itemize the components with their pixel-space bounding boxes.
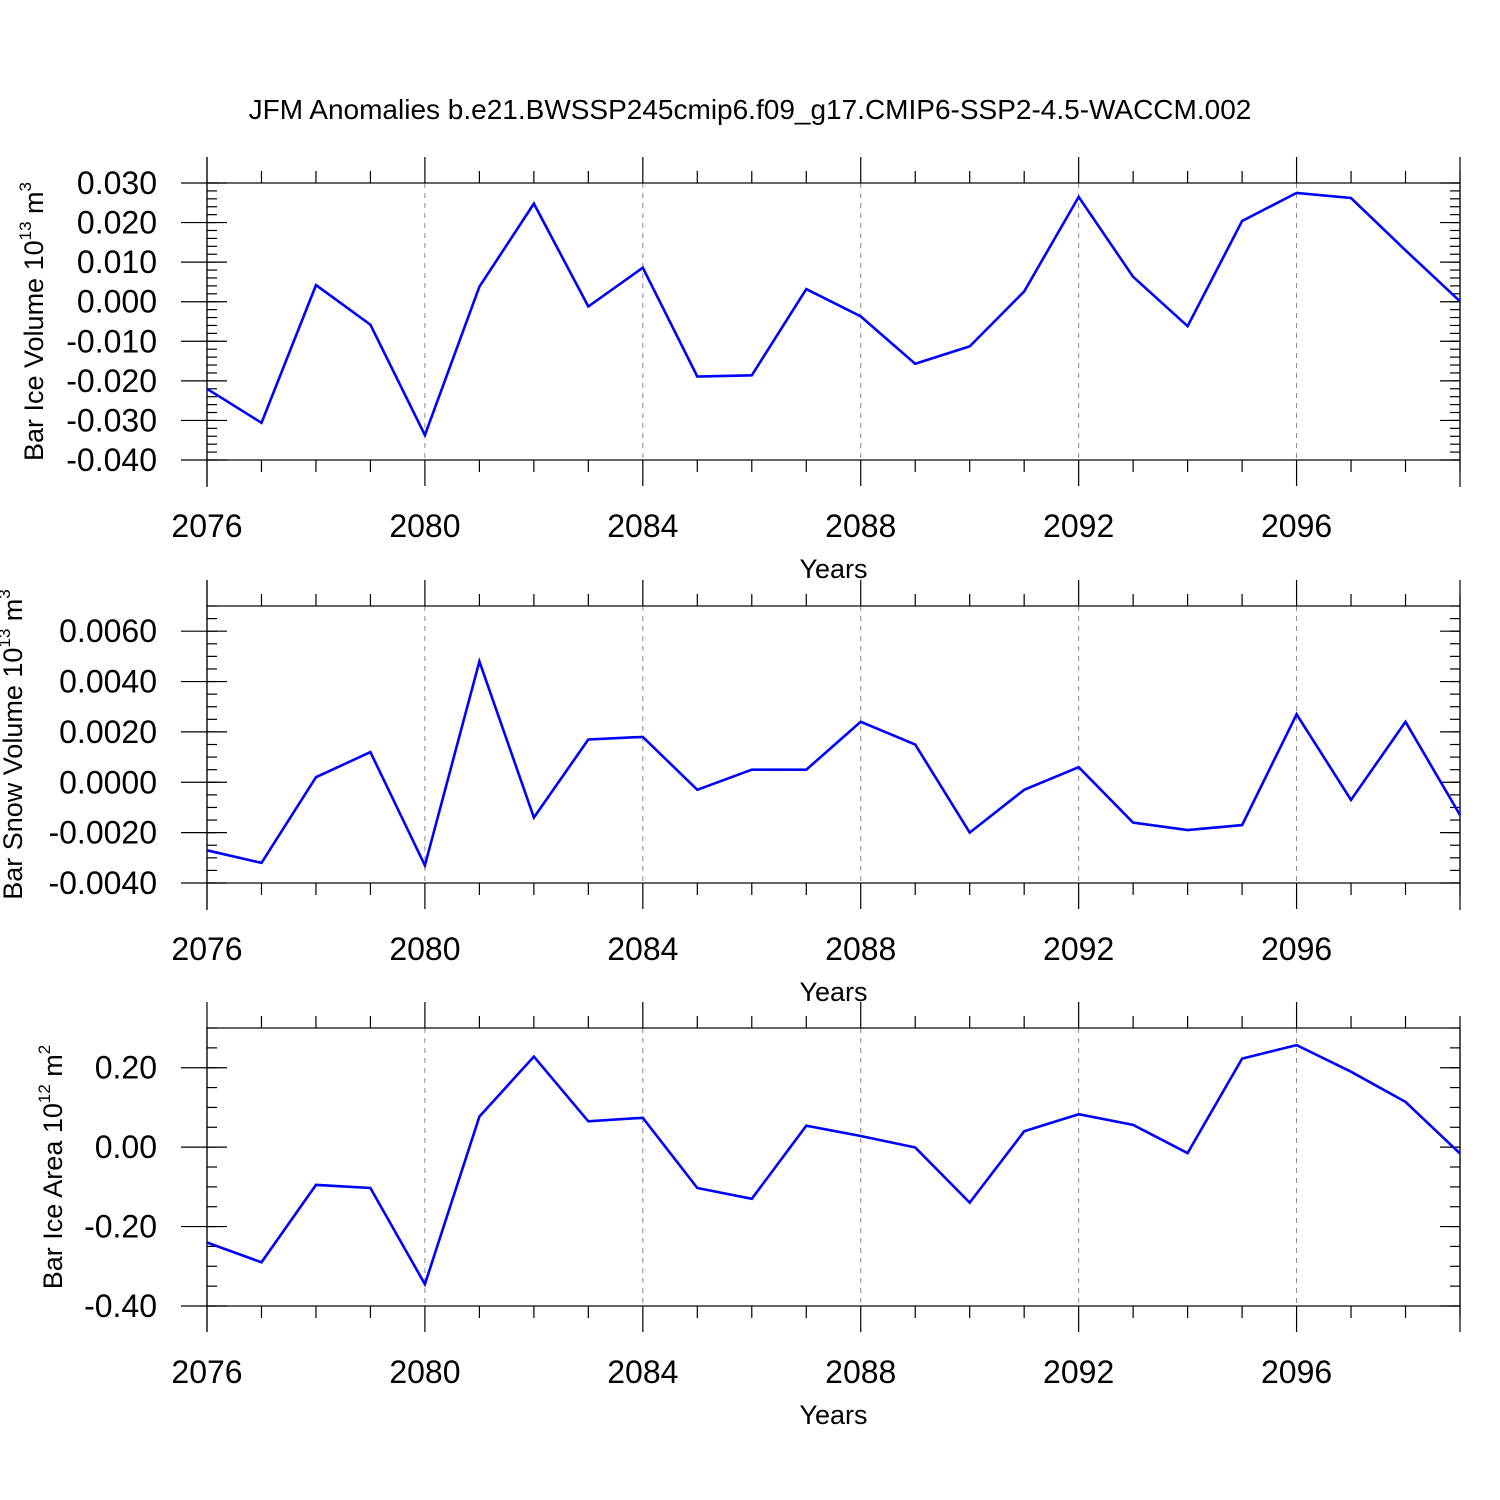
y-axis-title-exponent: 12: [35, 1084, 54, 1103]
series-line: [206, 191, 1461, 439]
x-tick-label: 2080: [389, 1354, 460, 1390]
x-axis-title: Years: [799, 1400, 867, 1430]
y-tick-label: 0.0060: [59, 613, 157, 649]
y-axis-title-exponent: 13: [0, 629, 14, 648]
x-axis-title: Years: [799, 554, 867, 584]
y-tick-label: 0.20: [95, 1050, 157, 1086]
y-axis-title-unit: m: [38, 1054, 68, 1084]
plot-frame: [206, 1027, 1461, 1307]
plot-frame: [206, 182, 1461, 461]
series-line: [206, 1043, 1461, 1288]
x-tick-label: 2084: [607, 1354, 678, 1390]
x-tick-label: 2088: [825, 931, 896, 967]
x-axis-title: Years: [799, 977, 867, 1007]
y-axis-title-exponent: 13: [16, 221, 35, 240]
y-axis-title-unit: m: [0, 599, 28, 629]
x-tick-label: 2092: [1043, 931, 1114, 967]
y-tick-label: -0.040: [66, 442, 157, 478]
x-tick-label: 2076: [171, 931, 242, 967]
y-tick-label: 0.020: [77, 205, 157, 241]
y-axis-title-text: Bar Ice Area 10: [38, 1103, 68, 1289]
y-axis-title: Bar Snow Volume 1013 m3: [0, 589, 28, 900]
x-tick-label: 2084: [607, 931, 678, 967]
y-axis-title: Bar Ice Volume 1013 m3: [16, 182, 49, 461]
y-tick-label: 0.0040: [59, 664, 157, 700]
x-tick-label: 2096: [1261, 508, 1332, 544]
x-tick-label: 2088: [825, 1354, 896, 1390]
y-tick-label: -0.020: [66, 363, 157, 399]
y-tick-label: 0.0020: [59, 714, 157, 750]
x-tick-label: 2088: [825, 508, 896, 544]
x-tick-label: 2080: [389, 931, 460, 967]
x-tick-label: 2076: [171, 508, 242, 544]
y-tick-label: -0.010: [66, 323, 157, 359]
chart-title: JFM Anomalies b.e21.BWSSP245cmip6.f09_g1…: [249, 94, 1252, 125]
x-tick-label: 2084: [607, 508, 678, 544]
x-tick-label: 2092: [1043, 508, 1114, 544]
x-tick-label: 2092: [1043, 1354, 1114, 1390]
y-tick-label: 0.030: [77, 165, 157, 201]
chart-panel-2: 2076 2080 2084 2088 2092 2096 Years -0.0040 -0.0…: [0, 580, 1462, 1007]
y-axis-title: Bar Ice Area 1012 m2: [35, 1045, 68, 1290]
chart-panel-3: 2076 2080 2084 2088 2092 2096 Years -0.40 -0.20 0…: [35, 1002, 1461, 1430]
y-tick-label: 0.0000: [59, 764, 157, 800]
x-tick-label: 2080: [389, 508, 460, 544]
y-axis-title-unit-exponent: 2: [35, 1045, 54, 1054]
y-axis-title-unit-exponent: 3: [0, 589, 14, 598]
y-axis-title-text: Bar Snow Volume 10: [0, 648, 28, 900]
y-tick-label: -0.030: [66, 402, 157, 438]
x-tick-label: 2096: [1261, 1354, 1332, 1390]
y-tick-label: 0.010: [77, 244, 157, 280]
x-tick-label: 2076: [171, 1354, 242, 1390]
y-tick-label: -0.40: [84, 1288, 157, 1324]
y-axis-title-text: Bar Ice Volume 10: [19, 240, 49, 461]
y-tick-label: -0.20: [84, 1209, 157, 1245]
y-tick-label: -0.0020: [48, 815, 157, 851]
chart-panel-1: 2076 2080 2084 2088 2092 2096 Years -0.040 -0.03…: [16, 157, 1461, 584]
y-axis-title-unit-exponent: 3: [16, 182, 35, 191]
y-tick-label: -0.0040: [48, 865, 157, 901]
series-line: [206, 656, 1462, 870]
y-axis-title-unit: m: [19, 191, 49, 221]
y-tick-label: 0.00: [95, 1129, 157, 1165]
x-tick-label: 2096: [1261, 931, 1332, 967]
y-tick-label: 0.000: [77, 284, 157, 320]
